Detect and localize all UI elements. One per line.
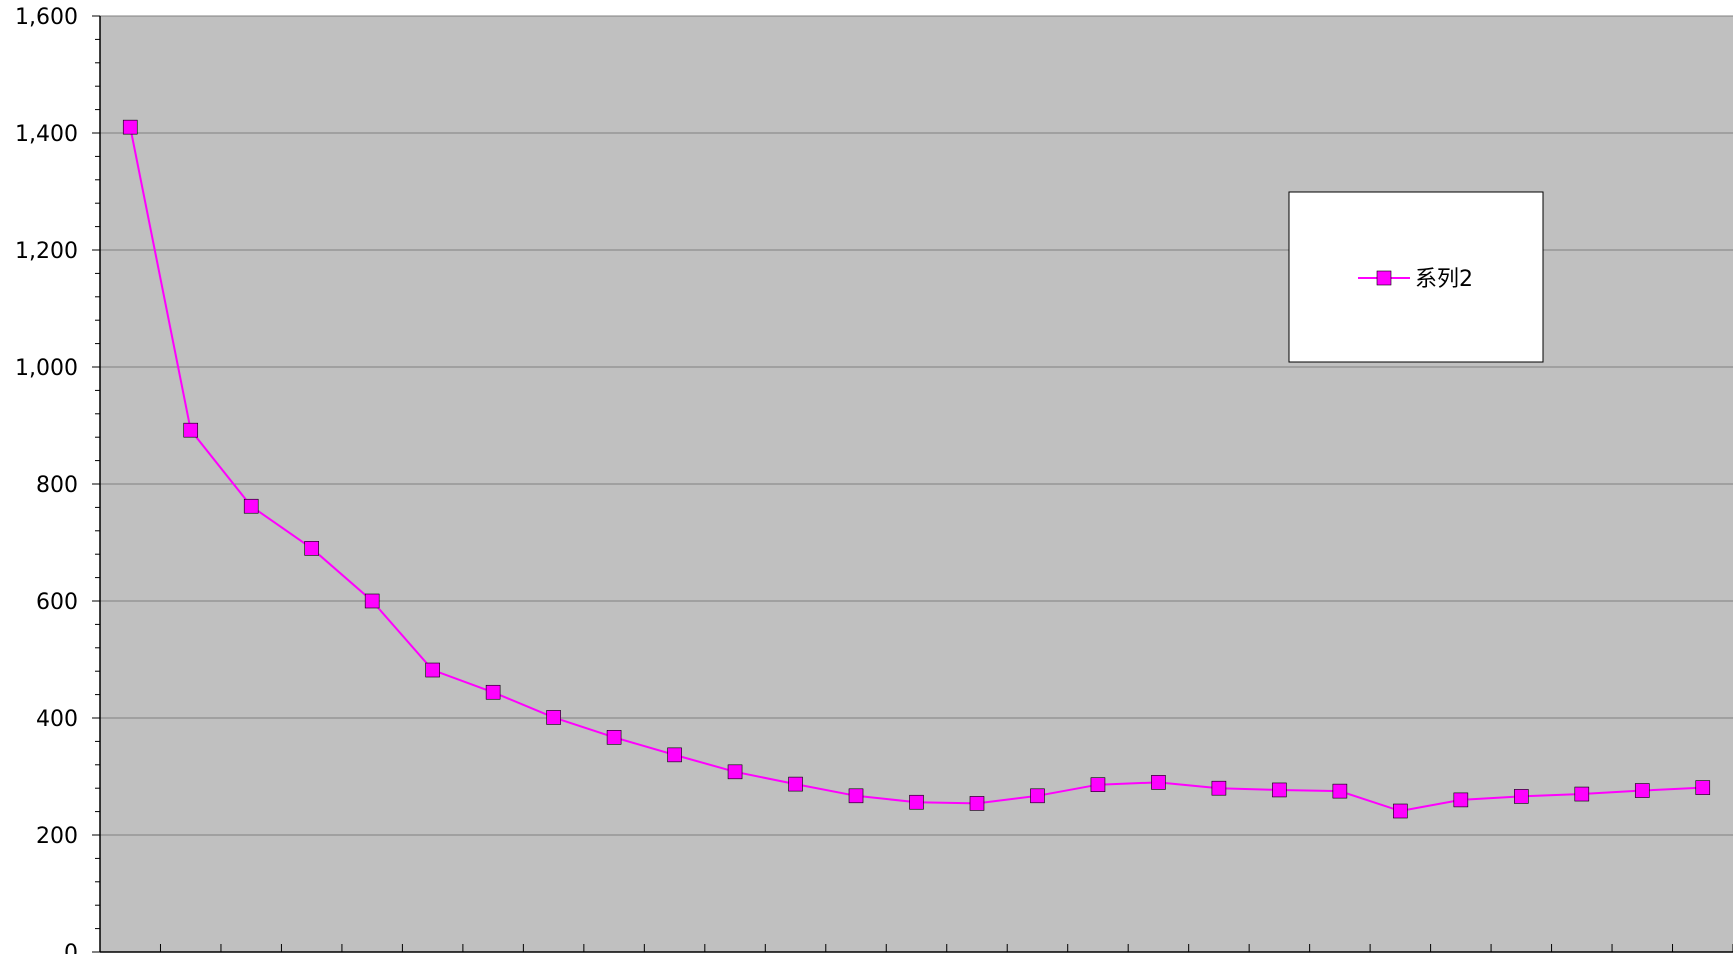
data-point <box>969 796 985 811</box>
data-point <box>425 662 440 678</box>
data-point <box>1090 777 1106 792</box>
data-point <box>909 794 924 810</box>
y-tick-label: 1,200 <box>15 239 78 264</box>
data-point <box>364 593 380 609</box>
data-point <box>1030 788 1045 804</box>
data-point <box>1634 783 1650 798</box>
data-point <box>848 788 864 804</box>
legend-series-label: 系列2 <box>1415 267 1473 292</box>
y-tick-label: 200 <box>36 824 78 849</box>
legend-series-marker <box>1376 270 1392 286</box>
data-point <box>667 747 682 763</box>
y-tick-label: 1,600 <box>15 5 78 30</box>
y-tick-label: 800 <box>36 473 78 498</box>
data-point <box>304 541 319 556</box>
data-point <box>1695 780 1711 795</box>
data-point <box>1151 775 1166 790</box>
data-point <box>788 776 803 792</box>
data-point <box>485 684 501 700</box>
data-point <box>1514 789 1529 804</box>
data-point <box>1453 792 1469 808</box>
data-point <box>727 764 743 780</box>
data-point <box>606 730 622 745</box>
y-tick-label: 400 <box>36 707 78 732</box>
data-point <box>183 422 199 438</box>
data-point <box>243 498 259 514</box>
y-tick-label: 600 <box>36 590 78 615</box>
legend-box <box>1288 191 1544 363</box>
y-tick-label: 0 <box>64 941 78 954</box>
data-point <box>1393 803 1408 819</box>
series-layer <box>122 119 1711 819</box>
data-point <box>1574 786 1590 802</box>
data-point <box>1332 783 1348 799</box>
data-point <box>546 710 561 725</box>
legend: 系列2 <box>1288 191 1544 363</box>
y-tick-labels: 0 200 400 600 800 1,000 1,200 1,400 1,600 <box>15 5 78 958</box>
y-tick-label: 1,400 <box>15 122 78 147</box>
data-point <box>1211 780 1227 796</box>
axes <box>92 15 1733 953</box>
data-point <box>122 119 138 135</box>
y-tick-label: 1,000 <box>15 356 78 381</box>
data-point <box>1272 782 1287 798</box>
